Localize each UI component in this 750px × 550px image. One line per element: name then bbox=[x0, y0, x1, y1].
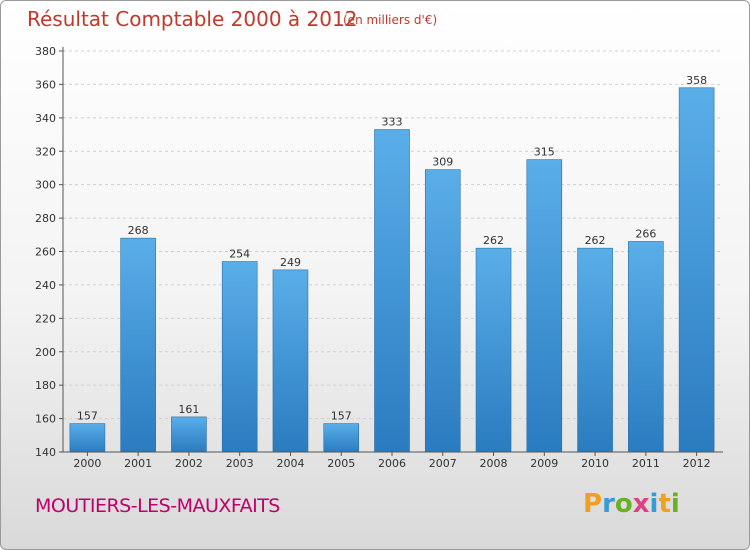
bar bbox=[120, 237, 156, 453]
data-label: 333 bbox=[382, 116, 403, 129]
x-tick-label: 2010 bbox=[581, 457, 609, 470]
x-tick-label: 2011 bbox=[632, 457, 660, 470]
x-tick-label: 2005 bbox=[327, 457, 355, 470]
chart-title: Résultat Comptable 2000 à 2012 bbox=[27, 7, 358, 31]
y-tick-label: 340 bbox=[35, 112, 56, 125]
y-tick-label: 160 bbox=[35, 413, 56, 426]
place-name: MOUTIERS-LES-MAUXFAITS bbox=[35, 495, 280, 517]
y-tick-label: 300 bbox=[35, 179, 56, 192]
data-label: 249 bbox=[280, 256, 301, 269]
y-tick-label: 200 bbox=[35, 346, 56, 359]
y-tick-label: 180 bbox=[35, 379, 56, 392]
proxiti-logo[interactable]: Proxiti bbox=[583, 489, 680, 519]
x-tick-label: 2004 bbox=[276, 457, 304, 470]
data-label: 161 bbox=[178, 403, 199, 416]
y-tick-label: 240 bbox=[35, 279, 56, 292]
x-tick-label: 2000 bbox=[73, 457, 101, 470]
y-tick-label: 380 bbox=[35, 45, 56, 58]
bar bbox=[323, 423, 360, 453]
x-tick-label: 2006 bbox=[378, 457, 406, 470]
bar bbox=[475, 247, 512, 453]
data-label: 157 bbox=[331, 410, 352, 423]
data-label: 266 bbox=[635, 227, 656, 240]
data-label: 315 bbox=[534, 146, 555, 159]
y-tick-label: 280 bbox=[35, 212, 56, 225]
bar bbox=[628, 241, 664, 453]
bar bbox=[526, 159, 563, 453]
data-label: 309 bbox=[432, 156, 453, 169]
chart-subtitle: (en milliers d'€) bbox=[343, 13, 438, 27]
bar bbox=[171, 416, 207, 453]
bar bbox=[69, 423, 106, 453]
x-tick-label: 2003 bbox=[226, 457, 254, 470]
bar bbox=[424, 169, 461, 453]
y-tick-label: 260 bbox=[35, 246, 56, 259]
x-tick-label: 2007 bbox=[429, 457, 457, 470]
y-tick-label: 140 bbox=[35, 446, 56, 459]
data-label: 157 bbox=[77, 410, 98, 423]
data-label: 358 bbox=[686, 74, 707, 87]
x-tick-label: 2001 bbox=[124, 457, 152, 470]
x-tick-label: 2002 bbox=[175, 457, 203, 470]
bar bbox=[678, 87, 715, 453]
y-tick-label: 360 bbox=[35, 78, 56, 91]
x-tick-label: 2008 bbox=[480, 457, 508, 470]
x-tick-label: 2012 bbox=[683, 457, 711, 470]
bar bbox=[221, 261, 258, 453]
bar bbox=[272, 269, 309, 453]
x-tick-label: 2009 bbox=[530, 457, 558, 470]
data-label: 268 bbox=[128, 224, 149, 237]
y-tick-label: 320 bbox=[35, 145, 56, 158]
y-tick-label: 220 bbox=[35, 312, 56, 325]
bar bbox=[577, 247, 613, 453]
data-label: 262 bbox=[483, 234, 504, 247]
data-label: 254 bbox=[229, 248, 250, 261]
data-label: 262 bbox=[585, 234, 606, 247]
bar bbox=[374, 129, 410, 453]
